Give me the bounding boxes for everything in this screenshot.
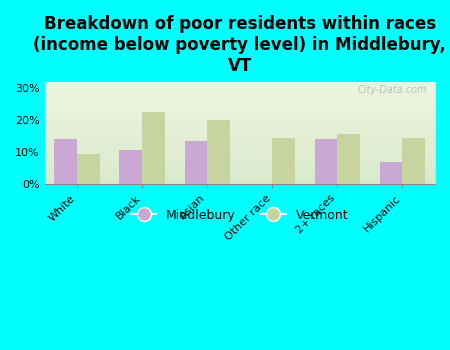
Bar [119,150,142,184]
Bar [380,162,402,184]
Text: City-Data.com: City-Data.com [358,85,427,95]
Bar [402,138,425,184]
Bar [184,141,207,184]
Bar [207,120,230,184]
Bar [77,154,100,184]
Bar [142,112,165,184]
Bar [54,139,77,184]
Bar [272,138,295,184]
Bar [315,139,338,184]
Title: Breakdown of poor residents within races
(income below poverty level) in Middleb: Breakdown of poor residents within races… [33,15,446,75]
Bar [338,134,360,184]
Legend: Middlebury, Vermont: Middlebury, Vermont [126,204,354,227]
